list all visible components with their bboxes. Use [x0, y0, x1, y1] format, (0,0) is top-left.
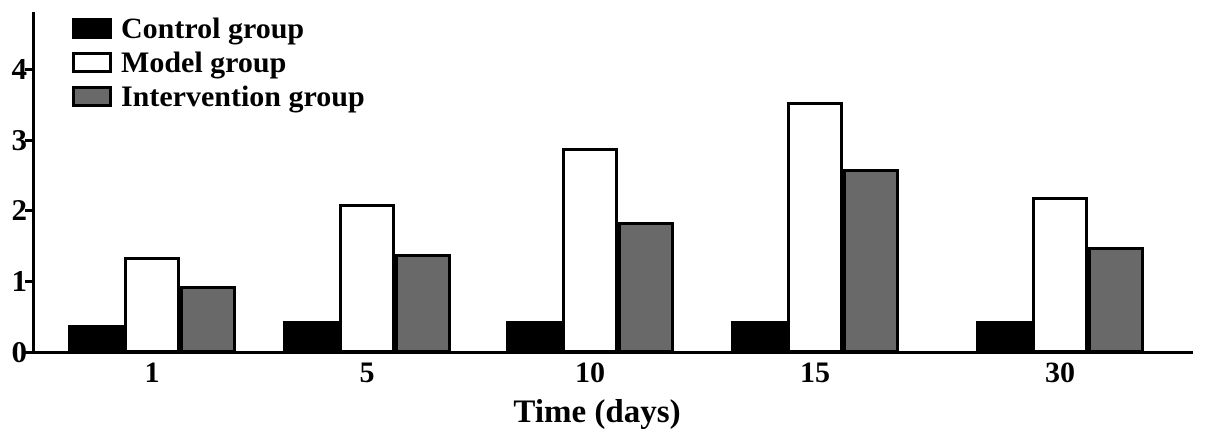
bar — [180, 285, 236, 353]
y-tick-label: 1 — [11, 263, 28, 299]
bar — [787, 101, 843, 353]
y-axis-line — [32, 12, 35, 354]
legend-label: Model group — [121, 45, 287, 79]
bar — [68, 324, 124, 353]
y-tick — [25, 280, 33, 284]
x-tick-label: 15 — [800, 356, 830, 389]
y-tick — [25, 351, 33, 354]
x-tick-label: 1 — [144, 356, 160, 389]
legend-item: Control group — [72, 11, 365, 45]
x-axis-title: Time (days) — [513, 394, 681, 430]
bar — [506, 321, 562, 353]
y-tick-label: 3 — [11, 121, 28, 157]
y-tick — [25, 209, 33, 213]
bar — [843, 168, 899, 353]
legend-item: Intervention group — [72, 79, 365, 113]
legend-label: Intervention group — [121, 79, 365, 113]
bar — [395, 253, 451, 353]
y-tick-label: 2 — [11, 192, 28, 228]
bar — [618, 222, 674, 353]
bar — [1032, 197, 1088, 353]
legend-item: Model group — [72, 45, 365, 79]
bar — [1088, 246, 1144, 353]
x-tick-label: 10 — [575, 356, 605, 389]
x-tick-label: 30 — [1045, 356, 1075, 389]
x-tick-label: 5 — [359, 356, 375, 389]
legend-swatch — [72, 17, 112, 39]
bar — [124, 257, 180, 353]
bar — [976, 321, 1032, 353]
y-tick-label: 4 — [11, 50, 28, 86]
bar — [339, 204, 395, 353]
bar — [283, 321, 339, 353]
y-tick — [25, 138, 33, 142]
legend-label: Control group — [121, 11, 305, 45]
legend-swatch — [72, 85, 112, 107]
y-tick-label: 0 — [11, 334, 28, 369]
bar — [562, 147, 618, 353]
bar — [731, 321, 787, 353]
y-tick — [25, 67, 33, 71]
legend: Control group Model group Intervention gro… — [72, 11, 365, 113]
legend-swatch — [72, 51, 112, 73]
